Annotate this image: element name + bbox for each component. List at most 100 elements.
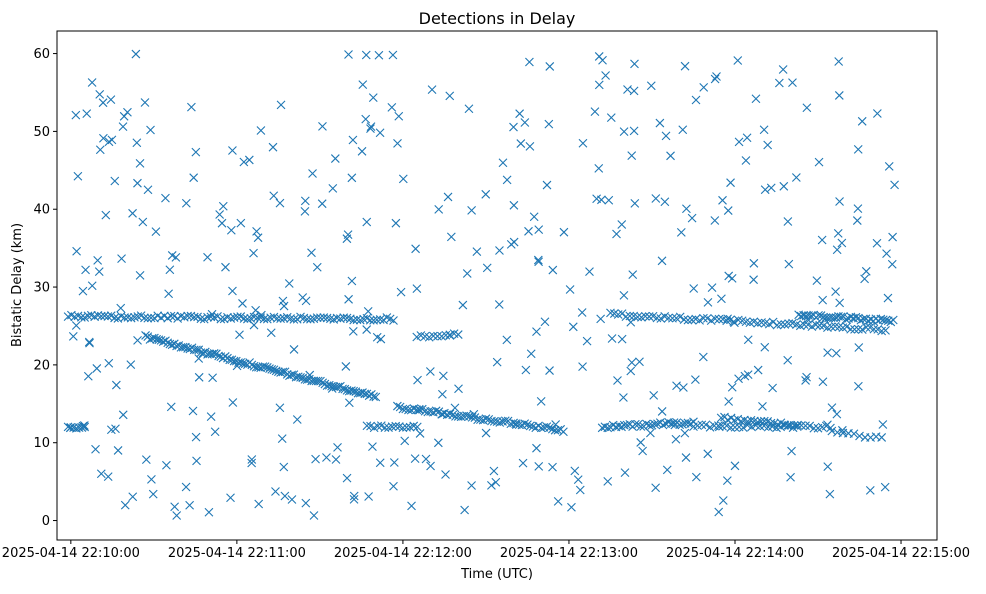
data-point (401, 404, 411, 414)
data-point (594, 164, 604, 173)
data-point (342, 313, 352, 323)
data-point (387, 422, 397, 432)
data-point (368, 93, 378, 102)
data-point (203, 252, 212, 262)
data-point (389, 316, 398, 325)
data-point (846, 324, 856, 334)
data-point (361, 50, 371, 60)
data-point (147, 474, 156, 484)
data-point (443, 192, 453, 202)
data-point (791, 173, 801, 182)
data-point (426, 461, 435, 471)
data-point (238, 299, 247, 308)
data-point (774, 78, 784, 88)
data-point (532, 327, 541, 337)
data-point (72, 246, 81, 256)
data-point (71, 321, 81, 330)
data-point (638, 446, 648, 456)
data-point (642, 419, 651, 429)
data-point (805, 421, 815, 431)
data-point (793, 420, 802, 430)
data-point (103, 472, 113, 481)
data-point (191, 432, 201, 442)
data-point (333, 443, 342, 452)
data-point (464, 411, 474, 421)
data-point (409, 421, 419, 431)
data-point (393, 138, 402, 148)
data-point (341, 362, 351, 371)
data-point (188, 406, 198, 416)
data-point (82, 109, 92, 119)
data-point (482, 263, 492, 273)
data-point (689, 284, 699, 293)
data-point (749, 275, 758, 285)
data-point (172, 511, 182, 520)
data-point (433, 438, 443, 448)
data-point (166, 311, 176, 321)
data-point (797, 421, 806, 430)
data-point (96, 469, 106, 479)
data-point (855, 431, 864, 441)
data-point (287, 495, 297, 504)
data-point (606, 113, 616, 123)
data-point (784, 319, 794, 328)
data-point (462, 269, 472, 278)
data-point (836, 312, 846, 322)
data-point (143, 185, 153, 195)
data-point (559, 427, 568, 437)
data-point (710, 314, 720, 324)
data-point (655, 118, 665, 128)
data-point (279, 313, 289, 323)
data-point (210, 427, 220, 437)
data-point (414, 404, 424, 414)
data-point (766, 183, 776, 193)
data-point (726, 423, 736, 432)
data-point (532, 443, 541, 453)
data-point (714, 422, 724, 432)
data-point (317, 199, 327, 209)
data-point (373, 421, 383, 431)
data-point (130, 312, 139, 322)
data-point (372, 315, 382, 325)
data-point (542, 180, 552, 190)
data-point (882, 249, 891, 258)
data-point (619, 393, 628, 402)
data-point (467, 481, 476, 490)
data-point (252, 226, 261, 236)
data-point (646, 81, 656, 91)
data-point (703, 449, 713, 459)
data-point (262, 362, 272, 372)
data-point (126, 313, 136, 323)
data-point (802, 103, 812, 113)
data-point (675, 312, 685, 322)
data-point (133, 178, 142, 188)
data-point (853, 204, 863, 214)
data-point (487, 480, 496, 490)
data-point (445, 409, 455, 419)
data-point (138, 217, 148, 227)
data-point (307, 248, 316, 258)
data-point (680, 61, 690, 71)
data-point (784, 259, 794, 269)
data-point (597, 195, 606, 205)
data-point (371, 392, 381, 402)
data-point (226, 225, 236, 235)
data-point (189, 345, 199, 355)
data-point (349, 315, 359, 325)
data-point (613, 376, 622, 385)
data-point (551, 420, 561, 429)
data-point (301, 296, 311, 306)
data-point (877, 326, 887, 336)
data-point (516, 139, 526, 148)
data-point (445, 330, 455, 340)
data-point (398, 404, 408, 414)
data-point (192, 345, 201, 355)
data-point (398, 174, 408, 184)
data-point (852, 216, 862, 225)
data-point (733, 56, 743, 65)
data-point (342, 473, 352, 483)
data-point (375, 458, 385, 468)
data-point (95, 145, 105, 155)
data-point (226, 493, 235, 503)
data-point (803, 314, 812, 324)
